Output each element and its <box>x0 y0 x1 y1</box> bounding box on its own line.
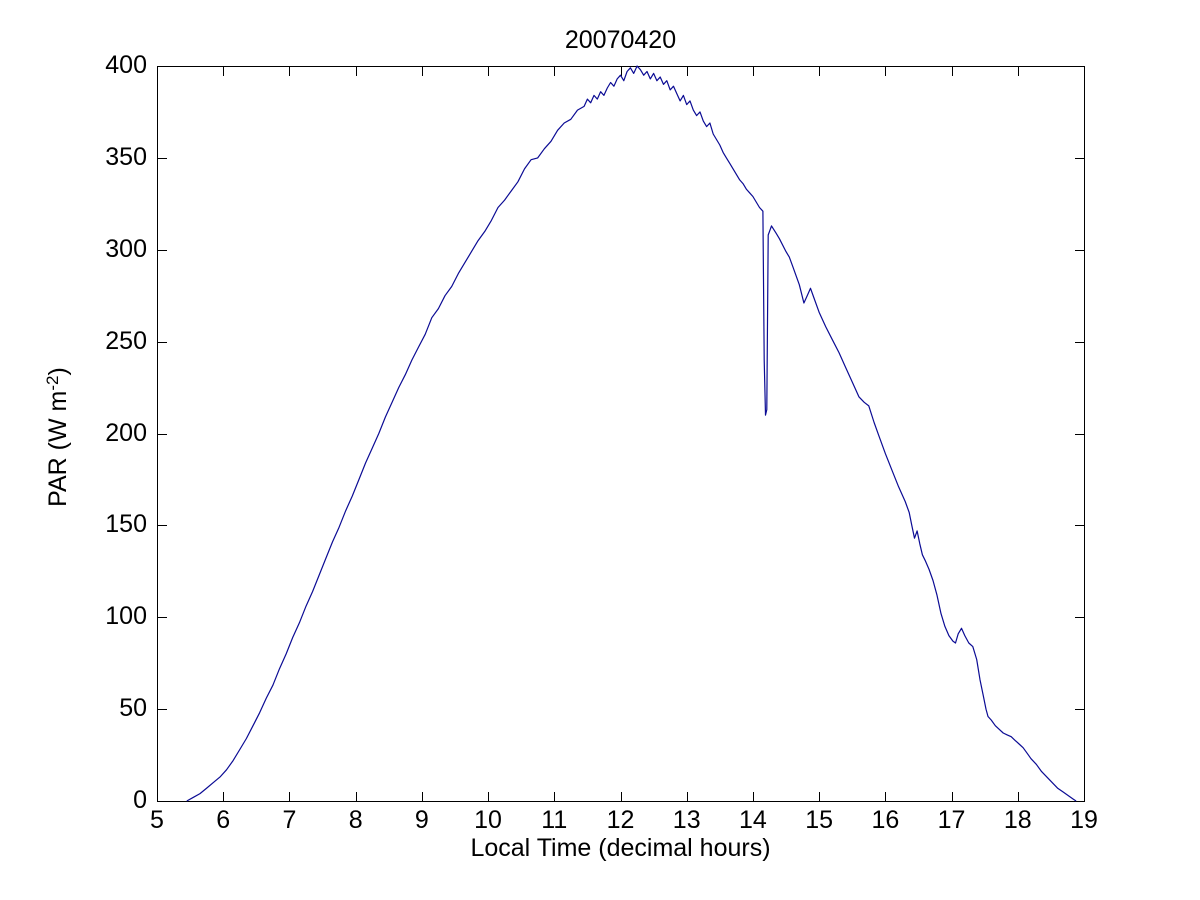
x-tick-label: 5 <box>150 806 164 834</box>
x-tick-label: 14 <box>739 806 767 834</box>
x-tick-label: 15 <box>805 806 834 834</box>
y-axis-label-superscript: -2 <box>43 375 62 391</box>
x-tick-label: 10 <box>474 806 502 834</box>
x-tick-label: 19 <box>1070 806 1098 834</box>
plot-box <box>157 66 1085 802</box>
x-tick-label: 12 <box>606 806 635 834</box>
x-tick-label: 7 <box>282 806 297 834</box>
y-tick-label: 50 <box>119 694 147 723</box>
par-data-line <box>186 65 1077 802</box>
chart-title: 20070420 <box>564 26 677 54</box>
y-axis-label-text: PAR (W m <box>44 390 72 507</box>
x-tick-label: 17 <box>937 806 966 834</box>
x-tick-label: 8 <box>348 806 363 834</box>
x-tick-label: 18 <box>1003 806 1032 834</box>
y-tick-label: 300 <box>105 234 147 263</box>
y-tick-label: 200 <box>105 418 147 447</box>
x-tick-label: 6 <box>216 806 231 834</box>
y-tick-label: 100 <box>105 602 147 631</box>
y-tick-label: 0 <box>133 786 147 814</box>
x-tick-label: 13 <box>672 806 701 834</box>
x-axis-label: Local Time (decimal hours) <box>470 834 771 862</box>
x-tick-label: 9 <box>414 806 429 834</box>
x-tick-label: 11 <box>541 806 568 834</box>
y-axis-label-suffix: ) <box>44 367 72 376</box>
y-tick-label: 250 <box>105 326 147 355</box>
y-tick-label: 150 <box>105 510 147 539</box>
x-tick-label: 16 <box>871 806 900 834</box>
y-tick-label: 400 <box>105 51 147 79</box>
y-tick-label: 350 <box>105 142 147 171</box>
